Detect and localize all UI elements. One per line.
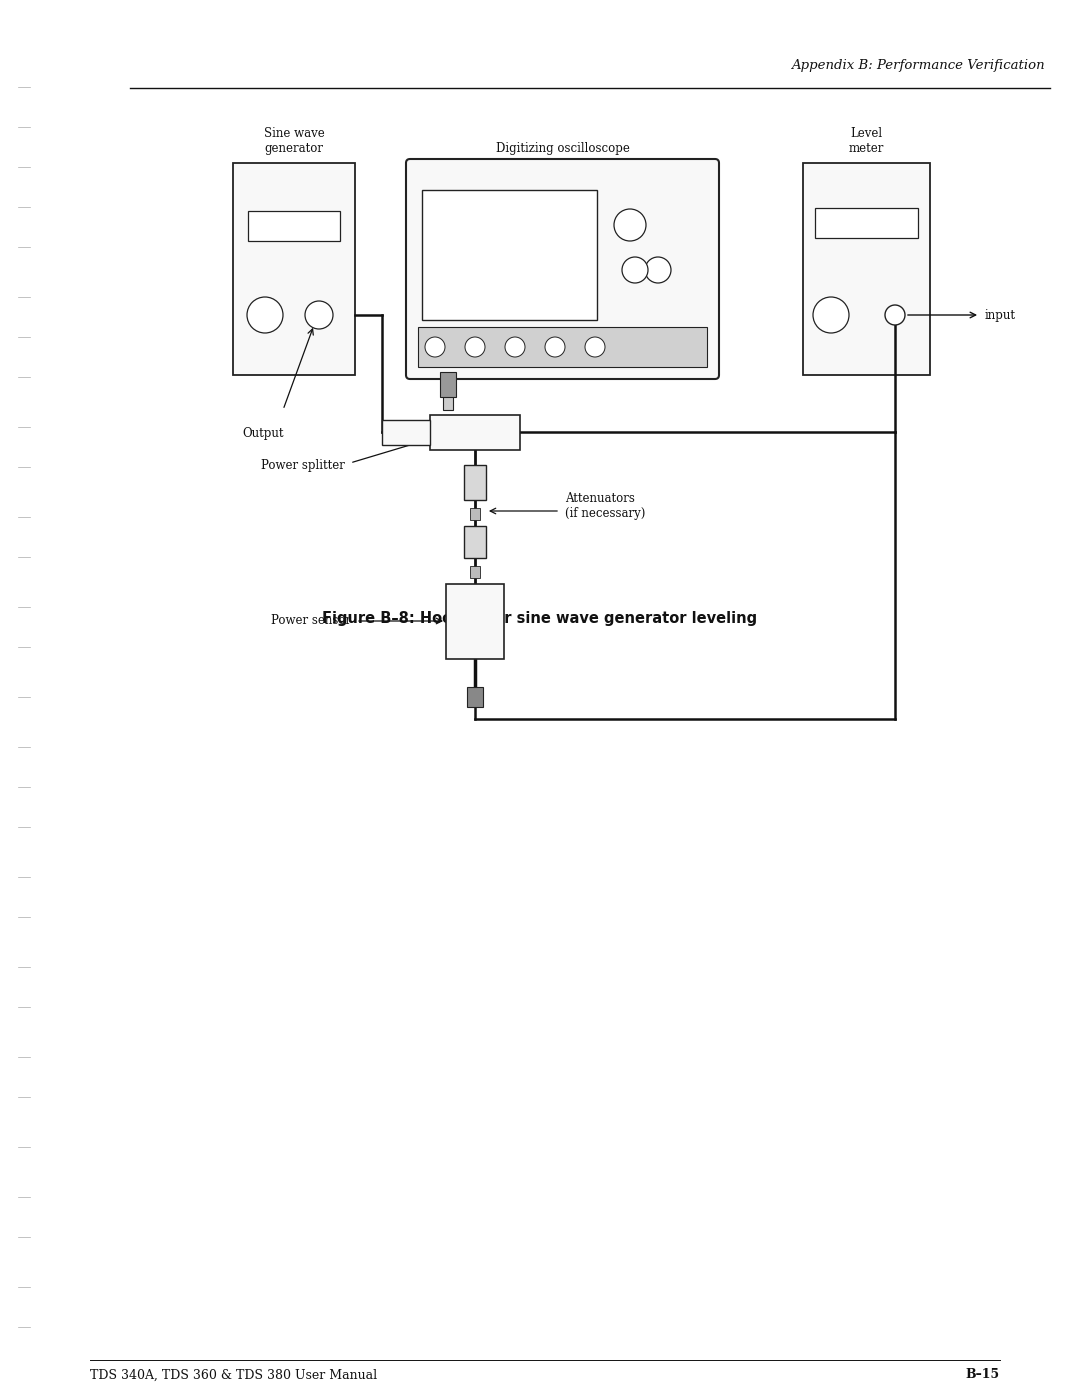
Bar xyxy=(446,584,504,659)
Bar xyxy=(248,211,340,242)
Text: TDS 340A, TDS 360 & TDS 380 User Manual: TDS 340A, TDS 360 & TDS 380 User Manual xyxy=(90,1369,377,1382)
Circle shape xyxy=(505,337,525,358)
Bar xyxy=(815,208,918,237)
Circle shape xyxy=(247,298,283,332)
Text: Appendix B: Performance Verification: Appendix B: Performance Verification xyxy=(792,59,1045,73)
Text: B–15: B–15 xyxy=(966,1369,1000,1382)
Bar xyxy=(470,566,480,578)
Text: Power sensor: Power sensor xyxy=(271,615,351,627)
Bar xyxy=(440,372,456,397)
Bar xyxy=(430,415,519,450)
Text: Attenuators
(if necessary): Attenuators (if necessary) xyxy=(565,492,646,520)
Bar xyxy=(804,163,930,374)
Circle shape xyxy=(615,210,646,242)
Bar xyxy=(464,527,486,557)
Bar xyxy=(464,465,486,500)
Circle shape xyxy=(813,298,849,332)
Circle shape xyxy=(545,337,565,358)
FancyBboxPatch shape xyxy=(406,159,719,379)
Bar xyxy=(467,687,483,707)
Text: Sine wave
generator: Sine wave generator xyxy=(264,127,324,155)
Circle shape xyxy=(585,337,605,358)
Circle shape xyxy=(645,257,671,284)
Text: Digitizing oscilloscope: Digitizing oscilloscope xyxy=(496,142,630,155)
Text: input: input xyxy=(985,309,1016,321)
Circle shape xyxy=(465,337,485,358)
Text: Output: Output xyxy=(242,427,284,440)
Circle shape xyxy=(426,337,445,358)
Bar xyxy=(470,509,480,520)
Circle shape xyxy=(622,257,648,284)
Bar xyxy=(443,393,453,409)
Bar xyxy=(382,420,430,446)
Text: Power splitter: Power splitter xyxy=(261,458,345,472)
Bar xyxy=(422,190,597,320)
Bar xyxy=(418,327,707,367)
Text: Level
meter: Level meter xyxy=(849,127,885,155)
Bar xyxy=(233,163,355,374)
Text: Figure B–8: Hookup for sine wave generator leveling: Figure B–8: Hookup for sine wave generat… xyxy=(323,610,757,626)
Circle shape xyxy=(305,300,333,330)
Circle shape xyxy=(885,305,905,326)
